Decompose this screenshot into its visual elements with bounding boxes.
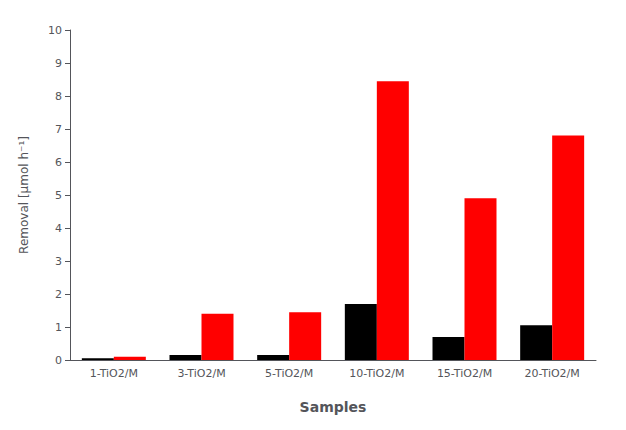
svg-text:20-TiO2/M: 20-TiO2/M	[525, 367, 580, 380]
svg-text:8: 8	[55, 90, 62, 103]
svg-text:3: 3	[55, 255, 62, 268]
svg-text:15-TiO2/M: 15-TiO2/M	[437, 367, 492, 380]
svg-text:3-TiO2/M: 3-TiO2/M	[177, 367, 225, 380]
svg-text:2: 2	[55, 288, 62, 301]
svg-text:5: 5	[55, 189, 62, 202]
svg-text:10-TiO2/M: 10-TiO2/M	[349, 367, 404, 380]
svg-text:4: 4	[55, 222, 62, 235]
svg-text:1: 1	[55, 321, 62, 334]
svg-text:Removal [μmol h⁻¹]: Removal [μmol h⁻¹]	[17, 136, 31, 254]
svg-text:7: 7	[55, 123, 62, 136]
svg-text:0: 0	[55, 354, 62, 367]
svg-text:5-TiO2/M: 5-TiO2/M	[265, 367, 313, 380]
svg-text:Samples: Samples	[300, 399, 367, 415]
svg-text:6: 6	[55, 156, 62, 169]
svg-text:9: 9	[55, 57, 62, 70]
svg-text:10: 10	[48, 24, 62, 37]
svg-text:1-TiO2/M: 1-TiO2/M	[90, 367, 138, 380]
